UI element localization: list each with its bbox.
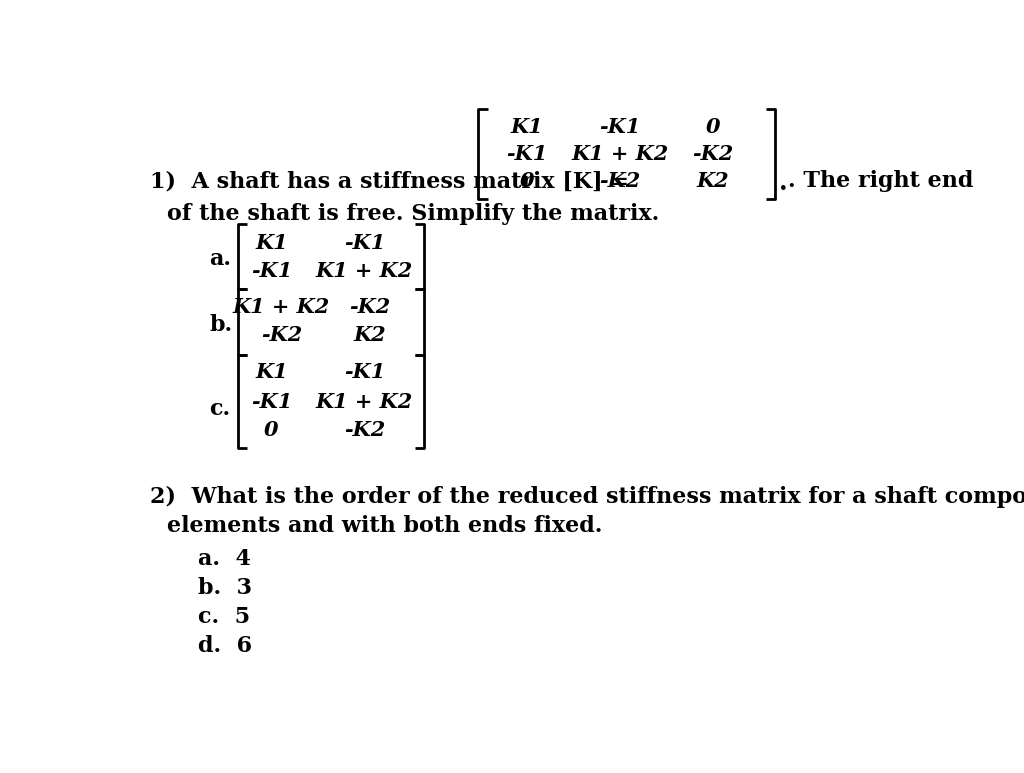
Text: a.  4: a. 4 [198, 547, 251, 570]
Text: -K1: -K1 [507, 145, 548, 165]
Text: 1)  A shaft has a stiffness matrix [K] =: 1) A shaft has a stiffness matrix [K] = [150, 170, 629, 192]
Text: .: . [779, 171, 787, 195]
Text: K1: K1 [255, 363, 288, 383]
Text: -K2: -K2 [261, 325, 302, 346]
Text: 0: 0 [520, 172, 535, 191]
Text: of the shaft is free. Simplify the matrix.: of the shaft is free. Simplify the matri… [167, 203, 659, 226]
Text: elements and with both ends fixed.: elements and with both ends fixed. [167, 516, 602, 537]
Text: K1 + K2: K1 + K2 [571, 145, 669, 165]
Text: K1: K1 [255, 233, 288, 253]
Text: K1 + K2: K1 + K2 [315, 392, 413, 411]
Text: -K1: -K1 [251, 261, 292, 281]
Text: 0: 0 [706, 117, 720, 138]
Text: 2)  What is the order of the reduced stiffness matrix for a shaft composed of 4: 2) What is the order of the reduced stif… [150, 486, 1024, 508]
Text: b.  3: b. 3 [198, 577, 252, 599]
Text: -K2: -K2 [349, 297, 390, 317]
Text: K1 + K2: K1 + K2 [315, 261, 413, 281]
Text: d.  6: d. 6 [198, 635, 252, 657]
Text: -K2: -K2 [344, 420, 385, 440]
Text: K1 + K2: K1 + K2 [232, 297, 330, 317]
Text: c.  5: c. 5 [198, 606, 250, 628]
Text: . The right end: . The right end [788, 170, 974, 192]
Text: b.: b. [209, 314, 232, 335]
Text: a.: a. [209, 248, 231, 270]
Text: c.: c. [209, 398, 230, 421]
Text: -K2: -K2 [599, 172, 641, 191]
Text: -K1: -K1 [599, 117, 641, 138]
Text: -K1: -K1 [251, 392, 292, 411]
Text: K1: K1 [511, 117, 544, 138]
Text: K2: K2 [696, 172, 729, 191]
Text: 0: 0 [264, 420, 279, 440]
Text: -K1: -K1 [344, 363, 385, 383]
Text: K2: K2 [353, 325, 386, 346]
Text: -K1: -K1 [344, 233, 385, 253]
Text: -K2: -K2 [692, 145, 734, 165]
